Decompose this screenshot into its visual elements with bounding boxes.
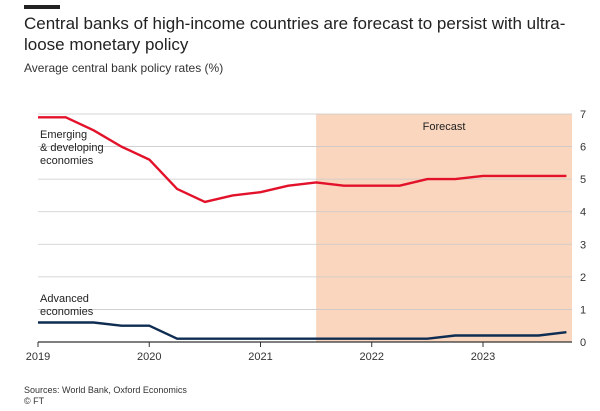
chart-title: Central banks of high-income countries a…	[24, 14, 566, 54]
chart-footer: Sources: World Bank, Oxford Economics © …	[24, 385, 187, 407]
series-label-line: economies	[40, 155, 94, 167]
y-tick-label: 4	[580, 207, 586, 219]
sources-note: Sources: World Bank, Oxford Economics	[24, 385, 187, 395]
y-tick-label: 2	[580, 272, 586, 284]
series-label-line: Advanced	[40, 293, 89, 305]
forecast-band	[316, 114, 572, 342]
x-tick-label: 2019	[26, 351, 50, 363]
chart-subtitle: Average central bank policy rates (%)	[24, 61, 224, 75]
series-label-line: Emerging	[40, 129, 87, 141]
x-tick-label: 2021	[248, 351, 272, 363]
series-label-line: & developing	[40, 142, 104, 154]
y-tick-label: 0	[580, 337, 586, 349]
y-tick-label: 7	[580, 109, 586, 121]
forecast-label: Forecast	[423, 121, 466, 133]
series-label-line: economies	[40, 306, 94, 318]
x-tick-label: 2023	[471, 351, 495, 363]
series-label: Emerging & developing economies	[40, 129, 104, 167]
y-tick-label: 5	[580, 174, 586, 186]
series-label: Advanced economies	[40, 293, 94, 318]
title-accent-bar	[24, 5, 60, 9]
series-line	[38, 321, 567, 340]
x-tick-label: 2020	[137, 351, 161, 363]
y-tick-label: 6	[580, 142, 586, 154]
x-tick-label: 2022	[360, 351, 384, 363]
credit-note: © FT	[24, 396, 45, 406]
y-tick-label: 3	[580, 239, 586, 251]
series-line	[38, 116, 567, 204]
y-tick-label: 1	[580, 304, 586, 316]
